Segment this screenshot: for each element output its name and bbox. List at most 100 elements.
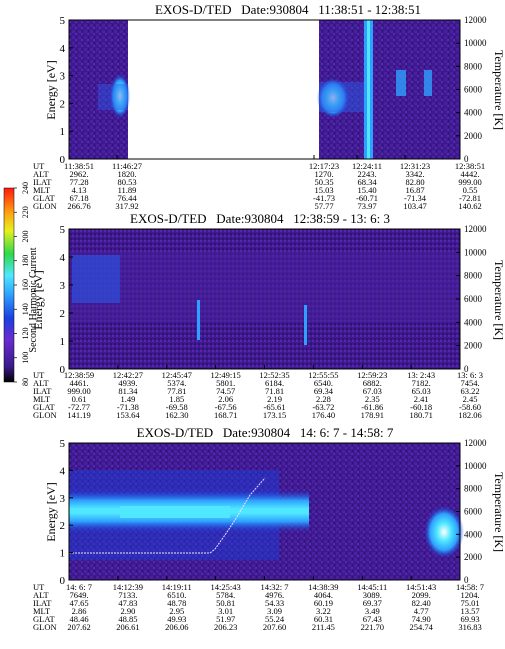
panel-2-row-label: UT [33, 370, 45, 380]
panel-3-row-label: ALT [33, 590, 50, 600]
colorbar-tick-label: 220 [21, 206, 30, 218]
panel-1-row-label: UT [33, 161, 45, 171]
panel-1-ytick-right-label: 0 [464, 154, 469, 164]
panel-1-cell-alt: 4442. [460, 169, 479, 179]
panel-1-band-right [319, 82, 367, 112]
panel-2-ytick-label: 0 [60, 364, 66, 376]
panel-2-cell-glon: 168.71 [214, 410, 237, 420]
panel-2-cell-mlt: 1.49 [120, 394, 135, 404]
panel-2-blue-patch [72, 255, 120, 303]
panel-1-cell-ut: 12:24:11 [352, 161, 382, 171]
panel-3-cell-mlt: 2.90 [120, 606, 135, 616]
panel-2-cell-ut: 12:49:15 [211, 370, 241, 380]
panel-1-ytick-label: 2 [60, 98, 66, 110]
panel-3-cell-ilat: 60.19 [314, 598, 333, 608]
panel-3-cell-ut: 14:19:11 [162, 582, 192, 592]
panel-1-cell-ilat: 999.00 [458, 177, 481, 187]
panel-2-cell-ilat: 999.00 [67, 386, 90, 396]
panel-1-cell-glat: -71.34 [404, 193, 427, 203]
panel-2-cell-alt: 4939. [118, 378, 137, 388]
panel-1-cell-ut: 12:17:23 [309, 161, 339, 171]
panel-1-cell-glat: 67.18 [69, 193, 88, 203]
panel-1-cell-ilat: 68.34 [357, 177, 377, 187]
panel-2-cell-glon: 173.15 [263, 410, 286, 420]
panel-2-cell-glon: 180.71 [409, 410, 432, 420]
panel-2-cell-glat: -65.61 [264, 402, 286, 412]
panel-2-cell-mlt: 2.06 [218, 394, 233, 404]
panel-1-ylabel-right: Temperature [K] [492, 50, 505, 130]
panel-3-cell-ilat: 69.37 [363, 598, 382, 608]
panel-3-cell-glon: 207.62 [67, 622, 90, 632]
panel-2-row-label: ALT [33, 378, 50, 388]
panel-2-ylabel-right: Temperature [K] [492, 260, 505, 340]
panel-3-cell-ilat: 48.78 [167, 598, 186, 608]
panel-3-ytick-label: 2 [60, 520, 66, 532]
panel-2-cell-mlt: 0.61 [72, 394, 87, 404]
panel-2-ytick-right-label: 8000 [464, 271, 483, 281]
panel-2-cell-mlt: 2.45 [463, 394, 478, 404]
panel-3-cell-glon: 316.83 [458, 622, 481, 632]
panel-1-row-label: ALT [33, 169, 50, 179]
panel-2-ytick-label: 5 [60, 224, 66, 236]
panel-3-row-label: GLAT [33, 614, 56, 624]
panel-3-cell-glat: 51.97 [216, 614, 235, 624]
panel-3-ytick-label: 4 [60, 465, 66, 477]
panel-2-cell-alt: 6184. [265, 378, 284, 388]
panel-3-cell-glat: 69.93 [460, 614, 479, 624]
colorbar-label: Second Harmonic Current [28, 247, 39, 352]
panel-3-cell-mlt: 2.86 [72, 606, 87, 616]
panel-1-cell-ilat: 77.28 [69, 177, 88, 187]
panel-1-cell-glon: 57.77 [314, 201, 333, 211]
panel-1-ytick-right-label: 4000 [464, 108, 483, 118]
colorbar-tick-label: 180 [21, 255, 30, 267]
panel-1-cell-alt: 3342. [405, 169, 424, 179]
panel-3-cell-ut: 14:45:11 [357, 582, 387, 592]
panel-2-ytick-label: 4 [60, 252, 66, 264]
panel-2-cell-alt: 6540. [314, 378, 333, 388]
panel-2-cell-glat: -69.58 [166, 402, 188, 412]
panel-1-ytick-right-label: 12000 [464, 15, 487, 25]
panel-3-row-label: ILAT [33, 598, 52, 608]
colorbar-tick-label: 100 [21, 352, 30, 364]
colorbar-tick-label: 80 [21, 378, 30, 386]
panel-2-cell-glat: -61.86 [361, 402, 383, 412]
colorbar-tick-label: 240 [21, 182, 30, 194]
panel-3-cell-glon: 211.45 [312, 622, 335, 632]
panel-2-cell-alt: 4461. [69, 378, 88, 388]
panel-2-cell-glon: 162.30 [165, 410, 188, 420]
panel-3-cell-ilat: 82.40 [412, 598, 431, 608]
panel-3-cell-glat: 49.93 [167, 614, 186, 624]
panel-2-title: EXOS-D/TED Date:930804 12:38:59 - 13: 6:… [130, 211, 390, 226]
panel-3-row-label: UT [33, 582, 45, 592]
panel-3-cell-alt: 2099. [412, 590, 431, 600]
panel-1-cell-glat: -60.71 [356, 193, 378, 203]
panel-2-ytick-right-label: 10000 [464, 247, 487, 257]
panel-3-ytick-right-label: 12000 [464, 438, 487, 448]
panel-1-cell-glon: 140.62 [458, 201, 481, 211]
panel-1-cell-alt: 1270. [314, 169, 333, 179]
panel-2-cell-ilat: 71.81 [265, 386, 284, 396]
panel-1-cell-glat: -41.73 [313, 193, 335, 203]
panel-3-cell-mlt: 4.77 [414, 606, 429, 616]
panel-3-cell-alt: 5784. [216, 590, 235, 600]
panel-2-cell-glon: 153.64 [116, 410, 140, 420]
panel-3-cell-mlt: 3.49 [365, 606, 380, 616]
panel-2-cell-ut: 12:45:47 [162, 370, 192, 380]
panel-1-cell-ut: 11:46:27 [112, 161, 142, 171]
panel-3-cell-mlt: 3.01 [218, 606, 233, 616]
panel-2-spike-1 [197, 300, 200, 340]
panel-1-cell-ilat: 82.80 [405, 177, 424, 187]
panel-1-ytick-label: 0 [60, 154, 66, 166]
panel-1-ion-blob-left [110, 74, 130, 118]
panel-2-ylabel: Energy [eV] [31, 270, 45, 329]
panel-2-row-label: GLON [33, 410, 57, 420]
panel-1-cell-mlt: 15.03 [314, 185, 333, 195]
panel-2-cell-mlt: 2.19 [267, 394, 282, 404]
panel-3-cell-glon: 221.70 [361, 622, 384, 632]
panel-1-cell-alt: 2962. [69, 169, 88, 179]
panel-2-cell-ilat: 67.03 [363, 386, 382, 396]
panel-2-cell-glat: -58.60 [459, 402, 481, 412]
panel-3-cell-alt: 3089. [363, 590, 382, 600]
panel-2-cell-glon: 182.06 [458, 410, 481, 420]
